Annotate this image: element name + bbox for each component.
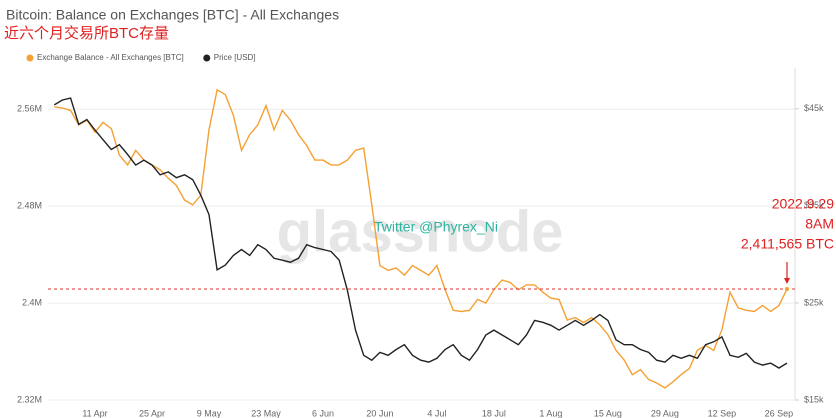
legend-marker bbox=[203, 54, 211, 62]
x-tick-label: 18 Jul bbox=[482, 408, 506, 418]
y-tick-label: 2.56M bbox=[17, 104, 42, 114]
credit: Twitter @Phyrex_Ni bbox=[374, 219, 498, 235]
y-tick-label: 2.48M bbox=[17, 201, 42, 211]
chart-title: Bitcoin: Balance on Exchanges [BTC] - Al… bbox=[6, 7, 339, 23]
legend-label: Exchange Balance - All Exchanges [BTC] bbox=[37, 53, 184, 62]
y2-tick-label: $35k bbox=[804, 200, 824, 210]
line-series bbox=[54, 88, 788, 389]
legend-marker bbox=[26, 54, 34, 62]
y2-tick-label: $25k bbox=[804, 297, 824, 307]
x-tick-label: 1 Aug bbox=[539, 408, 562, 418]
annotation: 2,411,565 BTC bbox=[741, 236, 834, 252]
x-tick-label: 4 Jul bbox=[427, 408, 446, 418]
watermark: glassnode bbox=[277, 199, 564, 264]
annotation-arrowhead bbox=[784, 278, 790, 285]
x-tick-label: 15 Aug bbox=[594, 408, 622, 418]
x-tick-label: 11 Apr bbox=[82, 408, 107, 418]
x-tick-label: 25 Apr bbox=[139, 408, 165, 418]
last-point bbox=[785, 287, 789, 292]
chart-subtitle: 近六个月交易所BTC存量 bbox=[4, 24, 169, 42]
x-tick-label: 6 Jun bbox=[312, 408, 334, 418]
y2-tick-label: $45k bbox=[804, 103, 824, 113]
x-tick-label: 23 May bbox=[251, 408, 281, 418]
x-tick-label: 20 Jun bbox=[366, 408, 393, 418]
annotation: 2022.9.29 bbox=[772, 196, 834, 212]
x-tick-label: 26 Sep bbox=[765, 408, 794, 418]
y-tick-label: 2.32M bbox=[17, 394, 42, 404]
y-tick-label: 2.4M bbox=[22, 297, 42, 307]
legend-label: Price [USD] bbox=[214, 53, 256, 62]
annotation: 8AM bbox=[805, 216, 834, 232]
y2-tick-label: $15k bbox=[804, 394, 824, 404]
x-tick-label: 29 Aug bbox=[651, 408, 679, 418]
line-series bbox=[53, 97, 788, 369]
x-tick-label: 9 May bbox=[197, 408, 222, 418]
x-tick-label: 12 Sep bbox=[708, 408, 737, 418]
